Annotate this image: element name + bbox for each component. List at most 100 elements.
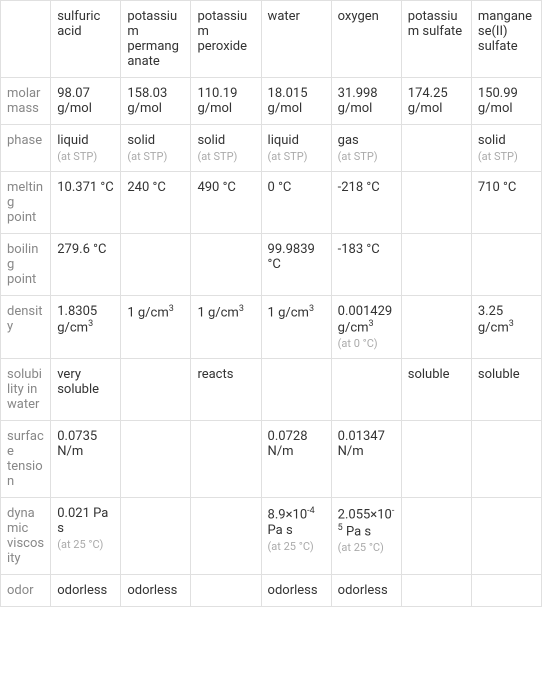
cell-note: (at STP) [478, 150, 535, 163]
column-header: potassium permanganate [121, 1, 191, 78]
table-row: phaseliquid(at STP)solid(at STP)solid(at… [1, 125, 542, 172]
cell-value: 110.19 g/mol [197, 86, 237, 116]
table-cell [471, 421, 541, 498]
table-cell [471, 234, 541, 296]
table-cell: 0.021 Pa s (at 25 °C) [51, 498, 121, 575]
cell-value: odorless [268, 583, 318, 598]
table-cell: 490 °C [191, 172, 261, 234]
table-cell [121, 498, 191, 575]
cell-superscript: 3 [88, 319, 93, 329]
cell-value: odorless [338, 583, 388, 598]
cell-value: 0.001429 g/cm [338, 304, 393, 335]
table-cell: very soluble [51, 359, 121, 421]
cell-note: (at 25 °C) [338, 541, 395, 554]
cell-value: 1 g/cm [268, 305, 309, 320]
cell-value: 0.0735 N/m [57, 429, 97, 459]
table-cell: 0 °C [261, 172, 331, 234]
row-label: density [1, 296, 51, 359]
table-cell [121, 234, 191, 296]
cell-value: 99.9839 °C [268, 242, 315, 272]
cell-value: 150.99 g/mol [478, 86, 518, 116]
cell-value: -218 °C [338, 180, 380, 195]
table-row: density1.8305 g/cm31 g/cm31 g/cm31 g/cm3… [1, 296, 542, 359]
table-cell: solid (at STP) [471, 125, 541, 172]
table-row: boiling point279.6 °C99.9839 °C-183 °C [1, 234, 542, 296]
cell-value: 0.01347 N/m [338, 429, 385, 459]
table-cell: 10.371 °C [51, 172, 121, 234]
cell-note: (at STP) [268, 150, 325, 163]
table-cell: 8.9×10-4 Pa s(at 25 °C) [261, 498, 331, 575]
table-cell: 2.055×10-5 Pa s(at 25 °C) [331, 498, 401, 575]
cell-value: 10.371 °C [57, 180, 114, 195]
table-cell: liquid (at STP) [51, 125, 121, 172]
cell-value: 0.021 Pa s [57, 506, 108, 536]
table-row: dynamic viscosity0.021 Pa s (at 25 °C) 8.9… [1, 498, 542, 575]
cell-value: solid [127, 133, 155, 148]
cell-value: 18.015 g/mol [268, 86, 308, 116]
table-cell: soluble [401, 359, 471, 421]
cell-value: -183 °C [338, 242, 380, 257]
table-cell [121, 421, 191, 498]
table-cell [191, 234, 261, 296]
column-header: water [261, 1, 331, 78]
table-cell: soluble [471, 359, 541, 421]
table-cell: liquid (at STP) [261, 125, 331, 172]
table-cell [191, 498, 261, 575]
cell-note: (at STP) [57, 150, 114, 163]
table-row: molar mass98.07 g/mol158.03 g/mol110.19 … [1, 78, 542, 125]
column-header: manganese(II) sulfate [471, 1, 541, 78]
cell-superscript: 3 [309, 304, 314, 314]
cell-value: 2.055×10 [338, 508, 392, 523]
cell-value: liquid [57, 133, 88, 148]
table-cell: -218 °C [331, 172, 401, 234]
table-row: melting point10.371 °C240 °C490 °C0 °C-2… [1, 172, 542, 234]
table-cell: 1.8305 g/cm3 [51, 296, 121, 359]
table-cell: 0.0728 N/m [261, 421, 331, 498]
table-cell: 279.6 °C [51, 234, 121, 296]
column-header: oxygen [331, 1, 401, 78]
table-cell [401, 575, 471, 607]
cell-note: (at STP) [338, 150, 395, 163]
cell-value: 3.25 g/cm [478, 304, 509, 335]
table-cell [471, 575, 541, 607]
cell-value: odorless [127, 583, 177, 598]
table-cell [401, 234, 471, 296]
table-cell: 710 °C [471, 172, 541, 234]
cell-value: 31.998 g/mol [338, 86, 378, 116]
cell-value: gas [338, 133, 359, 148]
cell-note: (at 25 °C) [57, 538, 114, 551]
table-cell: 0.01347 N/m [331, 421, 401, 498]
row-label: odor [1, 575, 51, 607]
table-cell: 110.19 g/mol [191, 78, 261, 125]
cell-value: odorless [57, 583, 107, 598]
table-cell: 150.99 g/mol [471, 78, 541, 125]
table-cell: odorless [331, 575, 401, 607]
table-cell [331, 359, 401, 421]
row-label: melting point [1, 172, 51, 234]
cell-value: 1 g/cm [197, 305, 238, 320]
cell-superscript: -4 [307, 506, 315, 516]
table-cell: 31.998 g/mol [331, 78, 401, 125]
cell-value: soluble [478, 367, 520, 382]
table-cell: 0.001429 g/cm3(at 0 °C) [331, 296, 401, 359]
header-row: sulfuric acidpotassium permanganatepotas… [1, 1, 542, 78]
cell-value: liquid [268, 133, 299, 148]
row-label: dynamic viscosity [1, 498, 51, 575]
table-cell: 98.07 g/mol [51, 78, 121, 125]
table-cell: 0.0735 N/m [51, 421, 121, 498]
table-cell: 174.25 g/mol [401, 78, 471, 125]
cell-after: Pa s [343, 524, 371, 539]
cell-value: 8.9×10 [268, 508, 308, 523]
table-body: molar mass98.07 g/mol158.03 g/mol110.19 … [1, 78, 542, 607]
table-cell: reacts [191, 359, 261, 421]
table-cell: odorless [51, 575, 121, 607]
table-cell: 18.015 g/mol [261, 78, 331, 125]
cell-value: very soluble [57, 367, 99, 397]
header-empty [1, 1, 51, 78]
cell-value: 279.6 °C [57, 242, 106, 257]
table-cell: 1 g/cm3 [191, 296, 261, 359]
table-cell [261, 359, 331, 421]
table-cell: 99.9839 °C [261, 234, 331, 296]
table-cell: 3.25 g/cm3 [471, 296, 541, 359]
cell-value: solid [478, 133, 506, 148]
